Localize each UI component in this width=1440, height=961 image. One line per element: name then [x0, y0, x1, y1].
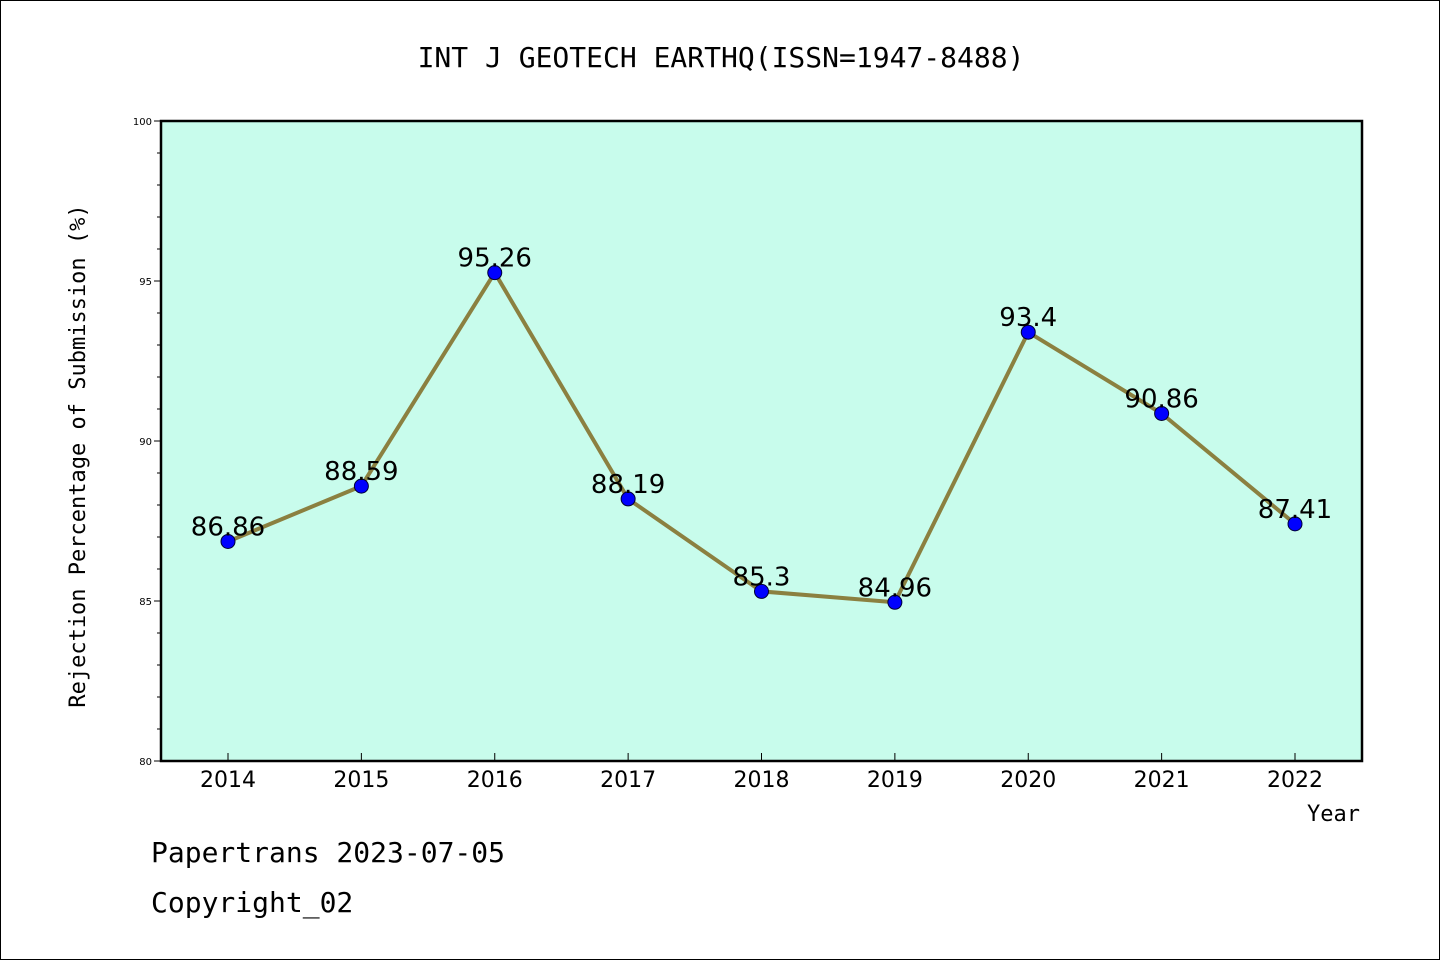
- y-tick-label: 90: [139, 437, 152, 448]
- y-tick-label: 95: [139, 277, 152, 288]
- y-tick-label: 100: [133, 117, 152, 128]
- y-tick-label: 80: [139, 757, 152, 768]
- data-label: 87.41: [1258, 495, 1332, 525]
- y-tick-label: 85: [139, 597, 152, 608]
- data-label: 95.26: [458, 244, 532, 274]
- x-tick-label: 2016: [467, 768, 523, 793]
- data-labels: 86.86 88.59 95.26 88.19 85.3 84.96 93.4 90.86 87…: [191, 244, 1332, 604]
- x-tick-label: 2021: [1134, 768, 1190, 793]
- footer-date-text: Papertrans 2023-07-05: [151, 836, 506, 869]
- data-point: [353, 478, 369, 494]
- data-point: [620, 491, 636, 507]
- x-tick-label: 2015: [333, 768, 389, 793]
- x-axis: 2014 2015 2016 2017 2018 2019 2020 2021 2022: [200, 753, 1323, 793]
- data-label: 88.59: [324, 457, 398, 487]
- data-point: [1287, 516, 1303, 532]
- x-tick-label: 2020: [1000, 768, 1056, 793]
- x-tick-label: 2017: [600, 768, 656, 793]
- y-axis: 80 85 90 95 100: [133, 117, 161, 768]
- y-axis-title: Rejection Percentage of Submission (%): [66, 204, 91, 707]
- data-point: [1020, 324, 1036, 340]
- data-label: 93.4: [999, 303, 1057, 333]
- markers: [220, 265, 1303, 610]
- data-label: 86.86: [191, 512, 265, 542]
- x-tick-label: 2018: [734, 768, 790, 793]
- data-point: [487, 265, 503, 281]
- footer-copyright-text: Copyright_02: [151, 886, 354, 919]
- data-label: 84.96: [858, 573, 932, 603]
- data-point: [887, 594, 903, 610]
- data-point: [220, 533, 236, 549]
- data-point: [1154, 405, 1170, 421]
- data-point: [754, 583, 769, 599]
- x-tick-label: 2019: [867, 768, 923, 793]
- plot-area: [159, 119, 1364, 763]
- data-label: 88.19: [591, 470, 665, 500]
- data-label: 85.3: [733, 562, 791, 592]
- x-tick-label: 2014: [200, 768, 256, 793]
- x-axis-title: Year: [1307, 802, 1360, 827]
- chart-title: INT J GEOTECH EARTHQ(ISSN=1947-8488): [418, 41, 1025, 74]
- x-tick-label: 2022: [1267, 768, 1323, 793]
- data-label: 90.86: [1124, 384, 1198, 414]
